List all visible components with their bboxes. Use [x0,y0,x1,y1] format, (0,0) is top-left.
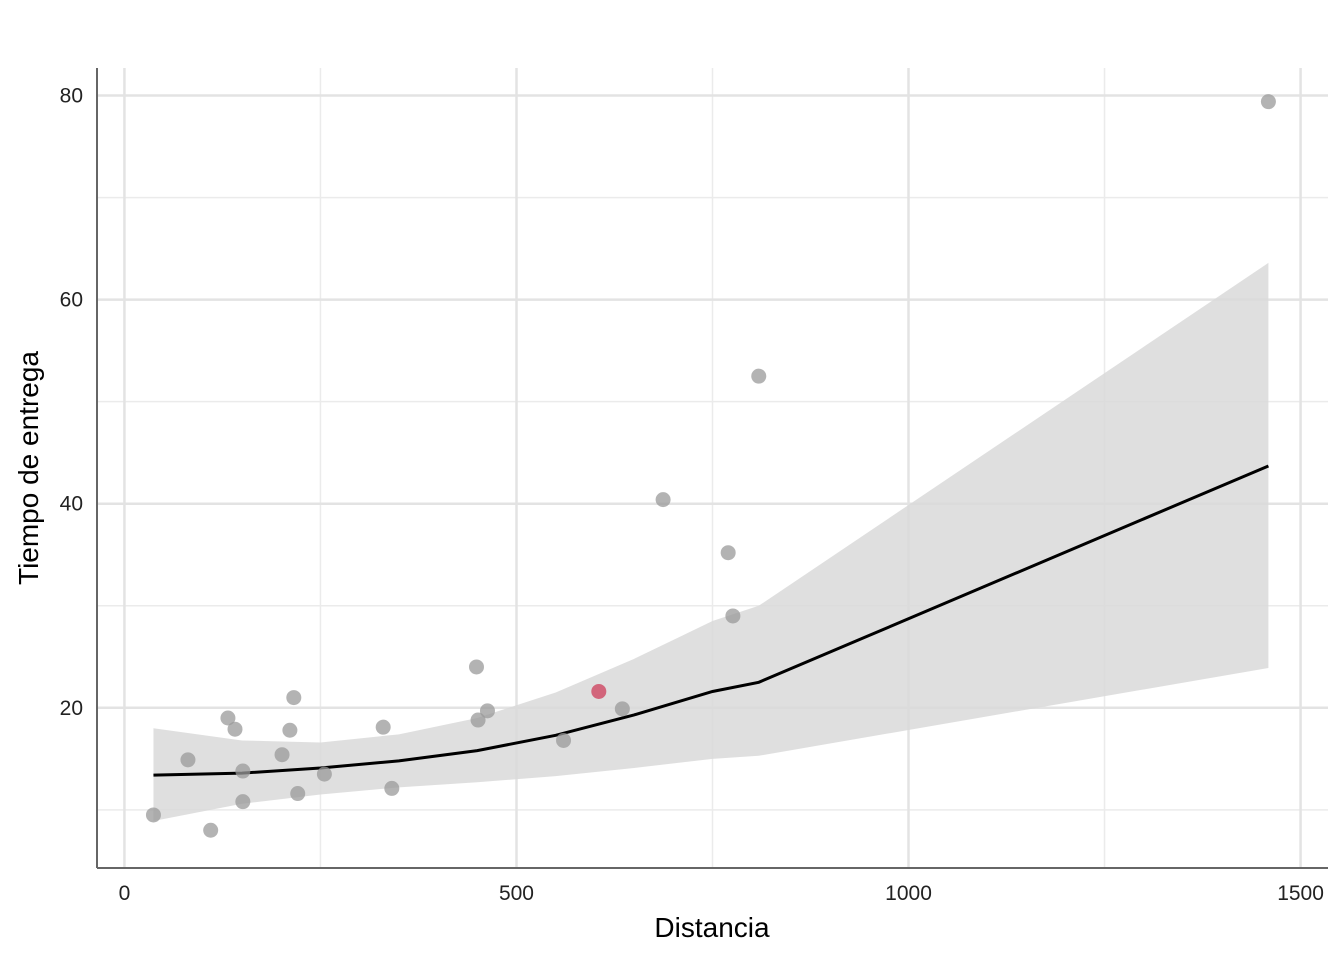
data-point [725,608,741,624]
x-tick-label: 1500 [1277,882,1324,905]
data-point [145,807,161,823]
tick-labels: 0 500 1000 1500 20 40 60 80 [60,85,1324,905]
data-point [274,747,290,763]
data-point [227,721,243,737]
smooth-line [153,464,1269,777]
data-point [384,780,400,796]
data-point [655,492,671,508]
data-point [180,752,196,768]
data-point [556,732,572,748]
y-tick-label: 40 [60,493,83,516]
data-point [470,712,486,728]
x-tick-label: 500 [499,882,534,905]
points [145,94,1276,838]
x-tick-label: 0 [119,882,131,905]
y-axis-label: Tiempo de entrega [13,351,44,585]
data-point [751,368,767,384]
data-point [286,690,302,706]
data-point [720,545,736,561]
confidence-band [153,262,1269,822]
data-point [235,794,251,810]
data-point [614,701,630,717]
x-axis-label: Distancia [654,912,770,943]
data-point [235,763,251,779]
y-tick-label: 80 [60,85,83,108]
data-point [375,719,391,735]
data-point [468,659,484,675]
y-tick-label: 20 [60,697,83,720]
data-point [282,722,298,738]
y-tick-label: 60 [60,289,83,312]
data-point [203,822,219,838]
x-tick-label: 1000 [885,882,932,905]
data-point [479,703,495,719]
data-point [316,766,332,782]
data-point [220,710,236,726]
data-point [1260,94,1276,110]
data-point [290,786,306,802]
highlighted-point [591,683,607,699]
